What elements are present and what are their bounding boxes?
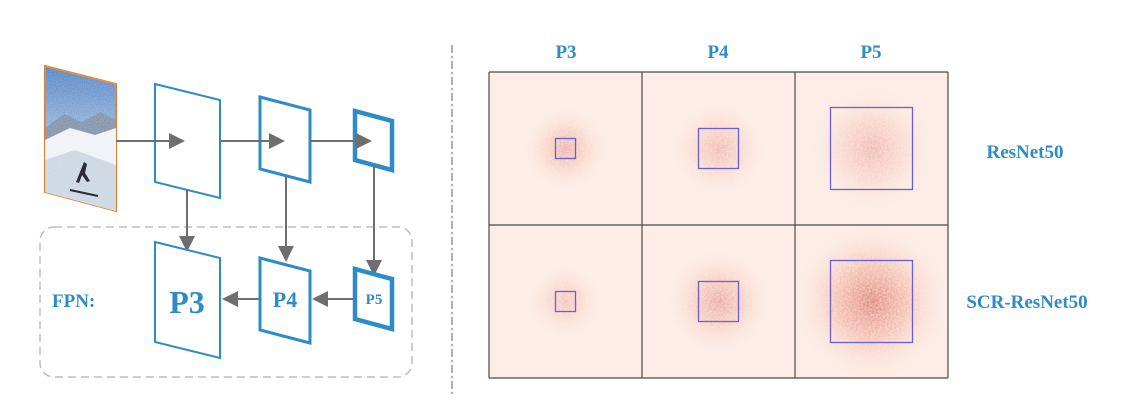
backbone-map-c4 [258,95,312,184]
heatmap-activation [792,222,951,381]
column-header-p4: P4 [707,42,729,63]
receptive-field-box [554,290,577,313]
backbone-map-c3 [154,82,221,200]
row-label-scr-resnet50: SCR-ResNet50 [966,292,1087,313]
heatmap-activation [670,100,767,197]
heatmap-activation [665,248,772,355]
column-header-p5: P5 [860,42,881,63]
fpn-p5-label: P5 [366,292,383,308]
input-image [44,64,117,213]
fpn-container [39,226,413,378]
receptive-field-box [829,259,914,344]
receptive-field-box [554,137,577,160]
receptive-field-box [697,127,740,170]
heatmap-activation [807,84,936,213]
heatmap-activation [522,105,609,192]
fpn-map-p5 [352,266,395,332]
fpn-map-p3 [154,240,221,360]
fpn-p4-label: P4 [273,287,297,312]
receptive-field-grid [488,71,951,381]
fpn-p3-label: P3 [169,284,205,320]
fpn-label: FPN: [52,291,95,312]
column-header-p3: P3 [555,42,576,63]
fpn-map-p4 [258,256,312,345]
receptive-field-box [697,280,740,323]
row-label-resnet50: ResNet50 [986,142,1063,163]
backbone-map-c5 [352,108,395,173]
heatmap-activation [527,263,604,340]
receptive-field-box [829,106,914,191]
